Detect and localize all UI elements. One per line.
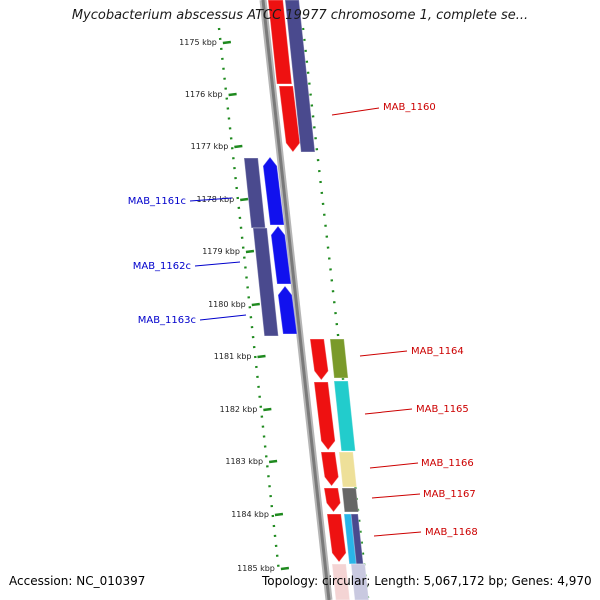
ruler-tick-label: 1180 kbp [208,300,246,309]
backbone-line [261,0,331,600]
map-title: Mycobacterium abscessus ATCC 19977 chrom… [71,8,529,23]
gene-label[interactable]: MAB_1163c [138,315,196,326]
gene-callouts: MAB_1160 MAB_1161c MAB_1162c MAB_1163c MAB_1… [128,102,478,538]
forward-gene-arrow [313,381,336,451]
sequence-backbone [259,0,333,600]
cog-band-gray [341,487,360,513]
gene-callout-line [364,408,413,415]
gene-label[interactable]: MAB_1161c [128,196,186,207]
cog-band-khaki [338,451,358,488]
ruler-tick-label: 1176 kbp [185,90,223,99]
ruler-tick [251,302,260,307]
gene-callout-line [189,197,233,202]
cog-band-slate [350,563,370,600]
gene-label[interactable]: MAB_1167 [423,489,476,500]
cog-band-slate [284,0,316,153]
forward-gene-arrow [278,85,301,153]
reverse-gene-arrow [262,156,285,226]
ruler-tick-label: 1179 kbp [202,247,240,256]
forward-gene-arrow [309,338,329,381]
reverse-gene-arrow [277,285,298,335]
gene-callout-line [331,107,380,116]
forward-gene-arrow [331,563,351,600]
ruler-tick [245,249,255,254]
ruler-tick-label: 1182 kbp [220,405,258,414]
ruler-tick-label: 1175 kbp [179,38,217,47]
gene-label[interactable]: MAB_1165 [416,404,469,415]
ruler-tick [222,40,232,45]
accession-label: Accession: NC_010397 [9,574,146,588]
ruler-tick [274,512,284,517]
gene-callout-line [194,261,241,267]
ruler-tick [257,354,266,359]
ruler-tick-label: 1181 kbp [214,352,252,361]
gene-label[interactable]: MAB_1164 [411,346,464,357]
ruler-tick [263,407,272,412]
gene-callout-line [359,350,408,357]
ruler-tick [234,144,243,149]
gene-label[interactable]: MAB_1168 [425,527,478,538]
ruler-tick-label: 1183 kbp [225,457,263,466]
gene-callout-line [373,531,422,537]
inner-ruler-line [301,27,370,599]
forward-gene-arrow [267,0,293,85]
forward-gene-arrow [326,513,347,563]
forward-gene-arrow [320,451,340,487]
cog-band-slate [252,227,279,337]
ruler-tick-label: 1177 kbp [191,142,229,151]
ruler-tick [280,566,290,571]
inner-ruler [301,27,370,599]
ruler-tick-label: 1184 kbp [231,510,269,519]
ruler-tick [240,197,249,202]
topology-label: Topology: circular; Length: 5,067,172 bp… [262,574,592,588]
gene-features [243,0,370,600]
gene-callout-line [199,314,247,321]
forward-gene-arrow [323,487,342,513]
gene-label[interactable]: MAB_1162c [133,261,191,272]
gene-label[interactable]: MAB_1160 [383,102,436,113]
ruler-tick-label: 1185 kbp [237,564,275,573]
gene-callout-line [369,462,419,469]
outer-ruler-line [217,27,281,573]
ruler-tick [228,92,237,97]
cog-band-olive [329,338,349,379]
ruler-tick [268,459,278,464]
outer-ruler [217,27,281,573]
reverse-gene-arrow [270,225,292,285]
cog-band-slate [243,157,266,229]
gene-label[interactable]: MAB_1166 [421,458,474,469]
gene-callout-line [371,493,421,499]
cog-band-cyan [333,380,356,452]
